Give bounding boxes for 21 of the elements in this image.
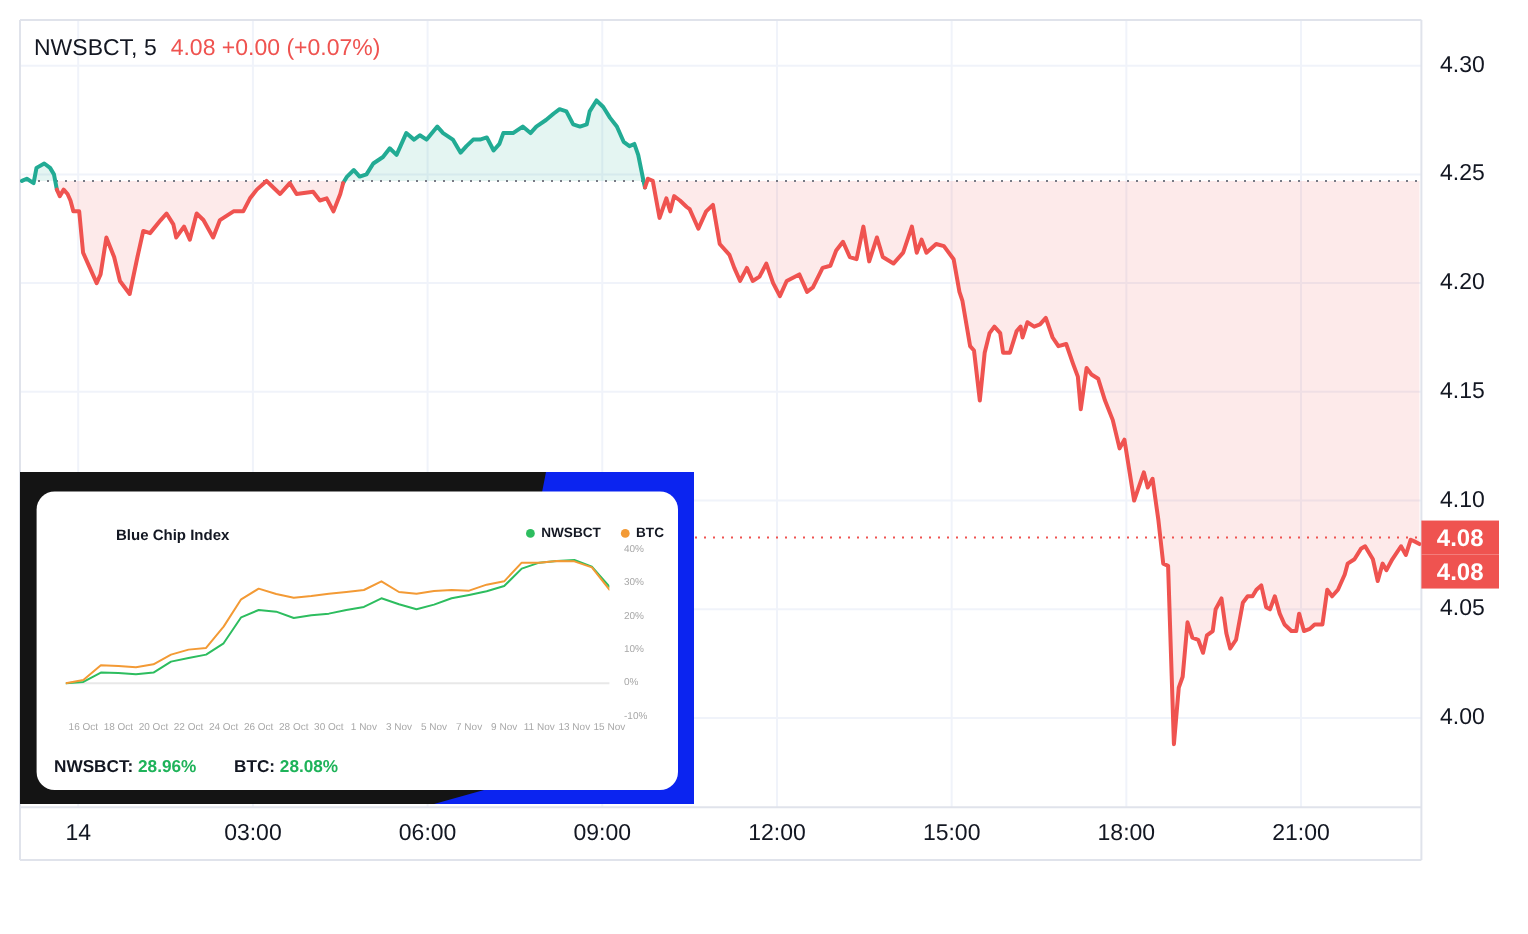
y-tick-label: 4.25: [1440, 162, 1485, 187]
x-tick-label: 03:00: [224, 822, 282, 846]
x-tick-label: 09:00: [573, 822, 632, 846]
text: 4.08: [1436, 557, 1485, 586]
x-tick-label: 21:00: [1272, 822, 1330, 846]
y-tick-label: 4.15: [1440, 379, 1485, 404]
y-tick-label: 4.00: [1440, 706, 1485, 731]
x-tick-label: 12:00: [748, 822, 806, 846]
annotation: BTC: 28.08%: [234, 756, 339, 776]
y-tick-label: 4.05: [1440, 597, 1485, 622]
y-tick-label: 4.30: [1440, 53, 1485, 78]
x-tick-label: 06:00: [398, 822, 457, 846]
text: NWSBCT, 5: [34, 37, 157, 61]
x-tick-label: 14: [65, 822, 93, 846]
y-tick-label: 4.10: [1440, 488, 1485, 513]
x-tick-label: 15:00: [922, 822, 981, 846]
ref-line-label: 4.08: [1436, 523, 1485, 552]
y-tick-label: 4.20: [1440, 271, 1485, 296]
text: 4.08 +0.00 (+0.07%): [170, 37, 381, 61]
annotation: NWSBCT: 28.96%: [54, 756, 198, 776]
x-tick-label: 18:00: [1097, 822, 1156, 846]
